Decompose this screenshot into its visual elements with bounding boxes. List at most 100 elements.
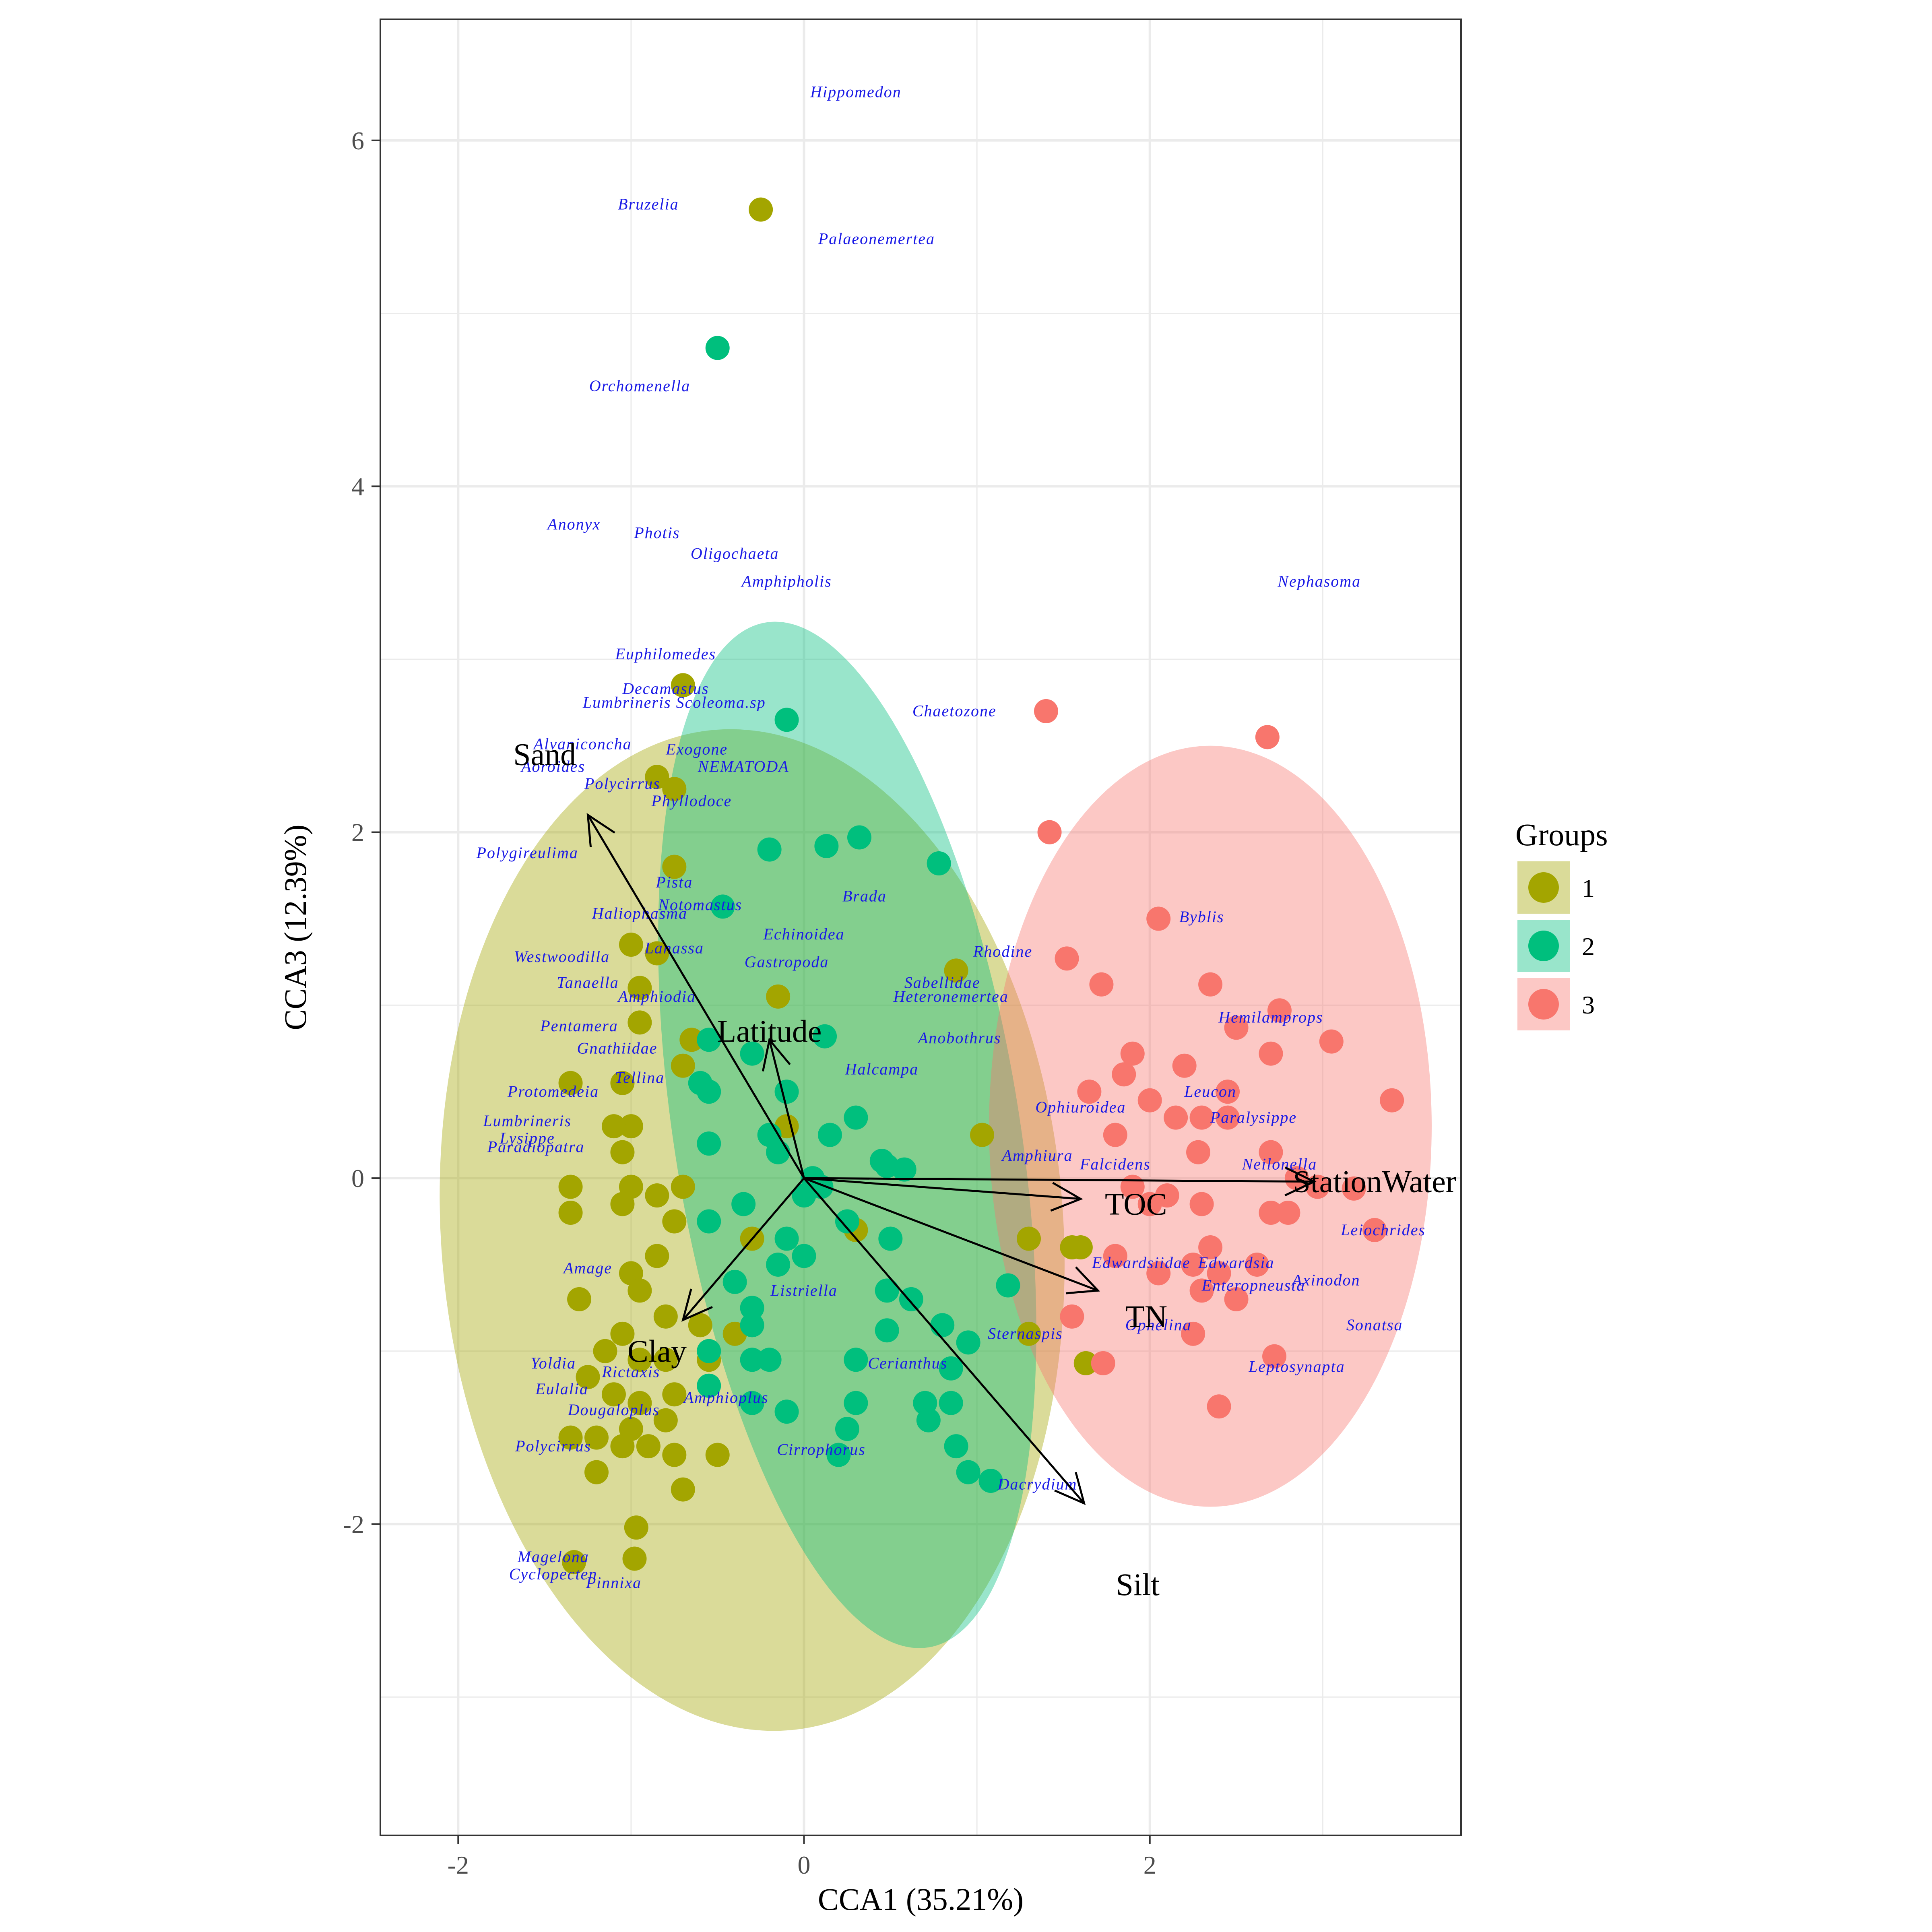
species-label: Leiochrides <box>1340 1221 1426 1239</box>
point-group-2 <box>740 1391 764 1415</box>
y-axis-title: CCA3 (12.39%) <box>278 824 313 1030</box>
y-tick-label: 4 <box>351 472 364 501</box>
species-label: Heteronemertea <box>893 987 1008 1005</box>
point-group-3 <box>1267 998 1292 1023</box>
point-group-1 <box>662 1209 687 1234</box>
species-label: Bruzelia <box>618 195 679 213</box>
point-group-3 <box>1089 972 1114 997</box>
species-labels: Hippomedon Bruzelia Palaeonemertea Orchomen… <box>476 83 1426 1591</box>
point-group-3 <box>1198 972 1223 997</box>
point-group-1 <box>558 1174 583 1199</box>
vector-stationwater <box>804 1177 1314 1183</box>
point-group-3 <box>1255 725 1280 749</box>
point-group-3 <box>1055 946 1079 971</box>
point-group-2 <box>688 1071 712 1095</box>
y-tick-label: 2 <box>351 818 364 847</box>
point-group-3 <box>1224 1016 1249 1040</box>
point-group-2 <box>697 1028 721 1052</box>
species-label: Gnathiidae <box>577 1039 658 1057</box>
species-label: Lysippe <box>500 1129 555 1147</box>
point-group-3 <box>1342 1176 1366 1201</box>
species-label: Hemilamprops <box>1218 1008 1323 1026</box>
legend-point-2 <box>1528 931 1559 961</box>
point-group-2 <box>930 1313 955 1338</box>
point-group-3 <box>1207 1394 1231 1419</box>
point-group-2 <box>774 1399 799 1424</box>
point-group-1 <box>567 1287 592 1311</box>
point-group-3 <box>1245 1252 1269 1277</box>
point-group-1 <box>562 1550 586 1575</box>
point-group-1 <box>645 941 669 966</box>
panel-border <box>380 19 1462 1836</box>
species-label: Pista <box>655 873 693 891</box>
vector-tn <box>803 1177 1098 1292</box>
point-group-3 <box>1259 1041 1283 1066</box>
point-group-2 <box>710 894 735 919</box>
legend-title: Groups <box>1515 817 1608 852</box>
point-group-3 <box>1380 1088 1404 1113</box>
point-group-3 <box>1172 1053 1197 1078</box>
point-group-1 <box>688 1313 712 1338</box>
species-label: Enteropneusta <box>1201 1276 1306 1294</box>
ellipse-group-3 <box>989 745 1432 1507</box>
point-group-1 <box>584 1460 609 1484</box>
x-tick-label: 0 <box>798 1851 811 1879</box>
point-group-1 <box>645 1183 669 1208</box>
point-group-2 <box>978 1469 1003 1493</box>
point-group-1 <box>610 1192 635 1216</box>
point-group-1 <box>584 1425 609 1450</box>
vector-label-clay: Clay <box>627 1333 687 1368</box>
point-group-2 <box>956 1330 980 1355</box>
species-label: Orchomenella <box>589 377 690 395</box>
x-axis-title: CCA1 (35.21%) <box>818 1882 1024 1917</box>
vector-label-toc: TOC <box>1105 1187 1167 1222</box>
point-group-2 <box>757 1348 782 1372</box>
x-tick-label: 2 <box>1144 1851 1156 1879</box>
point-group-3 <box>1146 906 1171 931</box>
legend-label-2: 2 <box>1582 932 1595 961</box>
species-label: Euphilomedes <box>615 645 716 663</box>
point-group-3 <box>1276 1201 1300 1225</box>
point-group-1 <box>627 1348 652 1372</box>
point-group-2 <box>939 1391 963 1415</box>
point-group-2 <box>722 1269 747 1294</box>
point-group-2 <box>817 1123 842 1147</box>
species-label: Amphiodia <box>617 987 696 1005</box>
species-label: Halcampa <box>845 1060 919 1078</box>
point-group-1 <box>601 1382 626 1407</box>
legend-point-1 <box>1528 872 1559 903</box>
species-label: Polygireulima <box>476 844 578 862</box>
point-group-3 <box>1198 1235 1223 1259</box>
vector-toc <box>804 1177 1081 1200</box>
point-group-2 <box>835 1417 859 1441</box>
point-group-1 <box>662 1443 687 1467</box>
point-group-1 <box>645 1244 669 1268</box>
species-label: Listriella <box>770 1281 838 1299</box>
point-group-3 <box>1103 1123 1127 1147</box>
species-label: Photis <box>634 524 680 542</box>
species-label: Cyclopecten <box>509 1565 598 1583</box>
species-label: Palaeonemertea <box>818 230 935 248</box>
species-label: Tanaella <box>557 973 619 991</box>
point-group-3 <box>1262 1344 1287 1368</box>
point-group-3 <box>1037 820 1062 844</box>
species-label: Cirrophorus <box>777 1441 866 1459</box>
point-group-1 <box>558 1425 583 1450</box>
species-label: NEMATODA <box>698 757 789 775</box>
point-group-1 <box>558 1071 583 1095</box>
species-label: Westwoodilla <box>514 947 610 966</box>
species-label: Brada <box>842 887 887 905</box>
point-group-2 <box>705 336 730 360</box>
point-group-3 <box>1224 1287 1249 1311</box>
point-group-1 <box>1017 1226 1041 1251</box>
point-group-1 <box>705 1443 730 1467</box>
point-group-1 <box>624 1515 648 1540</box>
species-label: Pentamera <box>540 1017 618 1035</box>
point-group-2 <box>899 1287 923 1311</box>
legend-label-1: 1 <box>1582 874 1595 902</box>
point-group-1 <box>558 1201 583 1225</box>
point-group-2 <box>740 1313 764 1338</box>
point-group-3 <box>1091 1351 1115 1375</box>
point-group-1 <box>636 1434 661 1459</box>
